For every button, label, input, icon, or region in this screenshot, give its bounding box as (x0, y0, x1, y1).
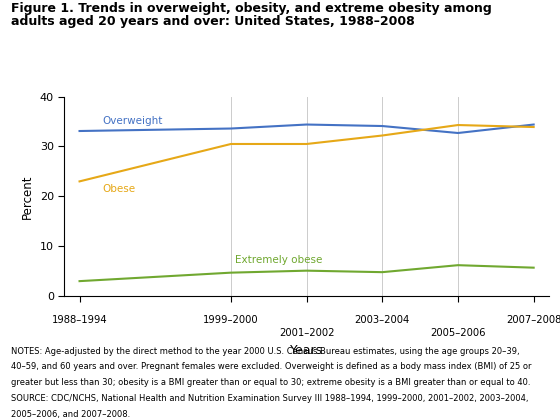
Text: SOURCE: CDC/NCHS, National Health and Nutrition Examination Survey III 1988–1994: SOURCE: CDC/NCHS, National Health and Nu… (11, 394, 529, 403)
Text: 2003–2004: 2003–2004 (354, 315, 410, 325)
Text: Figure 1. Trends in overweight, obesity, and extreme obesity among: Figure 1. Trends in overweight, obesity,… (11, 2, 492, 15)
Text: 2001–2002: 2001–2002 (279, 328, 334, 338)
Text: 2005–2006, and 2007–2008.: 2005–2006, and 2007–2008. (11, 410, 130, 419)
Text: adults aged 20 years and over: United States, 1988–2008: adults aged 20 years and over: United St… (11, 15, 415, 28)
Y-axis label: Percent: Percent (21, 174, 34, 218)
Text: Obese: Obese (102, 184, 136, 194)
Text: 2007–2008: 2007–2008 (506, 315, 560, 325)
Text: Extremely obese: Extremely obese (235, 255, 322, 265)
Text: 1988–1994: 1988–1994 (52, 315, 108, 325)
Text: 1999–2000: 1999–2000 (203, 315, 259, 325)
Text: greater but less than 30; obesity is a BMI greater than or equal to 30; extreme : greater but less than 30; obesity is a B… (11, 378, 531, 387)
Text: 40–59, and 60 years and over. Pregnant females were excluded. Overweight is defi: 40–59, and 60 years and over. Pregnant f… (11, 362, 531, 371)
Text: Years: Years (290, 344, 323, 357)
Text: NOTES: Age-adjusted by the direct method to the year 2000 U.S. Census Bureau est: NOTES: Age-adjusted by the direct method… (11, 346, 520, 355)
Text: 2005–2006: 2005–2006 (430, 328, 486, 338)
Text: Overweight: Overweight (102, 116, 162, 126)
